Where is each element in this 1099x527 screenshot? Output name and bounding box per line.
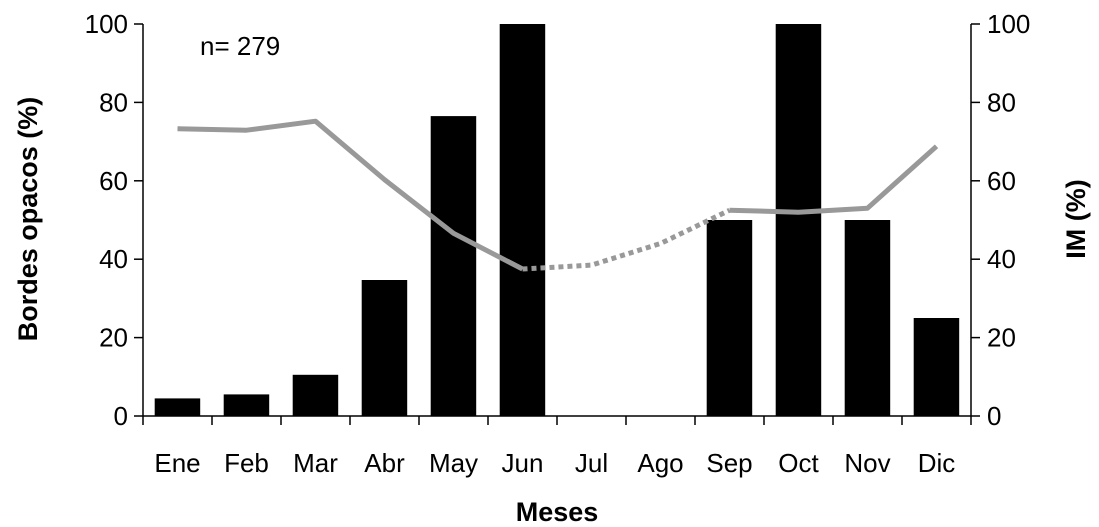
y-tick-label: 60: [99, 166, 128, 196]
x-tick-label: Jul: [575, 448, 608, 478]
y2-tick-label: 40: [987, 244, 1016, 274]
bar-feb: [223, 394, 270, 416]
x-tick-label: Nov: [844, 448, 890, 478]
bar-ene: [154, 398, 201, 416]
y-tick-label: 0: [114, 401, 128, 431]
y2-tick-label: 100: [987, 9, 1030, 39]
bar-jun: [499, 24, 546, 416]
bar-may: [430, 116, 477, 416]
x-tick-label: Dic: [918, 448, 956, 478]
tick-labels: Ene Feb Mar Abr May Jun Jul Ago Sep Oct Nov Dic 0 20 4…: [85, 9, 1031, 478]
line-segment-solid-1: [177, 118, 524, 272]
y-tick-label: 100: [85, 9, 128, 39]
y-tick-label: 40: [99, 244, 128, 274]
y2-axis-title: IM (%): [1061, 179, 1091, 258]
y-tick-label: 80: [99, 87, 128, 117]
line-segment-solid-2: [729, 144, 939, 215]
y2-tick-label: 80: [987, 87, 1016, 117]
y-axis-title: Bordes opacos (%): [13, 97, 43, 342]
x-tick-label: May: [429, 448, 478, 478]
x-axis-title: Meses: [516, 497, 599, 527]
x-tick-label: Jun: [502, 448, 544, 478]
y2-tick-label: 0: [987, 401, 1001, 431]
bar-abr: [361, 280, 408, 416]
y2-tick-label: 20: [987, 323, 1016, 353]
x-tick-label: Ene: [154, 448, 200, 478]
bar-dic: [913, 318, 960, 416]
line-segment-dotted-1: [522, 207, 731, 272]
axes: [134, 23, 980, 425]
bar-mar: [292, 374, 339, 416]
bar-nov: [844, 220, 891, 416]
bar-sep: [706, 220, 753, 416]
y-tick-label: 20: [99, 323, 128, 353]
line-series: [177, 118, 939, 272]
x-tick-label: Sep: [706, 448, 752, 478]
bar-oct: [775, 24, 822, 416]
y2-tick-label: 60: [987, 166, 1016, 196]
x-tick-label: Abr: [364, 448, 405, 478]
bar-series: [154, 24, 960, 416]
x-tick-label: Feb: [224, 448, 269, 478]
x-tick-label: Oct: [778, 448, 819, 478]
x-tick-label: Mar: [293, 448, 338, 478]
x-tick-label: Ago: [637, 448, 683, 478]
sample-size-annotation: n= 279: [200, 31, 280, 61]
